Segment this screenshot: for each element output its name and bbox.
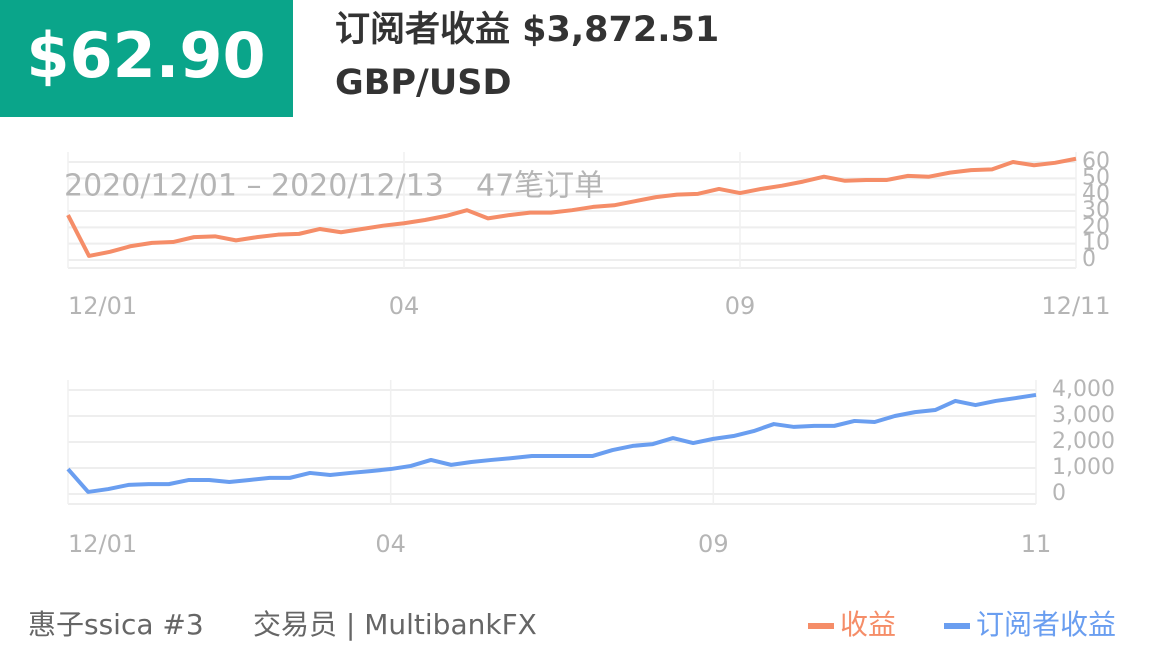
- period: 2020/12/01 – 2020/12/13: [64, 169, 444, 204]
- legend-swatch: [808, 623, 834, 629]
- y-tick-label: 40: [1082, 182, 1110, 207]
- legend-label: 订阅者收益: [976, 608, 1116, 641]
- user: 惠子ssica #3: [28, 608, 204, 641]
- y-tick-label: 10: [1082, 231, 1110, 256]
- pair: GBP/USD: [335, 63, 512, 103]
- line: [66, 392, 1037, 494]
- price: $62.90: [26, 19, 265, 92]
- x-tick-label: 09: [725, 292, 756, 320]
- orders: 47笔订单: [476, 169, 604, 204]
- y-tick-label: 60: [1082, 149, 1110, 174]
- price-box: [0, 0, 293, 117]
- x-tick-label: 12/11: [1041, 292, 1110, 320]
- x-tick-label: 11: [1021, 530, 1052, 558]
- role: 交易员 | MultibankFX: [253, 608, 537, 641]
- x-tick-label: 04: [375, 530, 406, 558]
- x-tick-label: 12/01: [68, 292, 137, 320]
- y-tick-label: 3,000: [1052, 403, 1115, 428]
- x-tick-label: 12/01: [68, 530, 137, 558]
- x-tick-label: 09: [698, 530, 729, 558]
- y-tick-label: 0: [1052, 481, 1066, 506]
- y-tick-label: 0: [1082, 247, 1096, 272]
- y-tick-label: 30: [1082, 198, 1110, 223]
- y-tick-label: 20: [1082, 214, 1110, 239]
- title: 订阅者收益 $3,872.51: [335, 10, 719, 50]
- legend-label: 收益: [840, 608, 896, 641]
- y-tick-label: 50: [1082, 165, 1110, 190]
- y-tick-label: 4,000: [1052, 377, 1115, 402]
- y-tick-label: 2,000: [1052, 429, 1115, 454]
- line: [66, 156, 1077, 258]
- y-tick-label: 1,000: [1052, 455, 1115, 480]
- legend-swatch: [944, 623, 970, 629]
- x-tick-label: 04: [389, 292, 420, 320]
